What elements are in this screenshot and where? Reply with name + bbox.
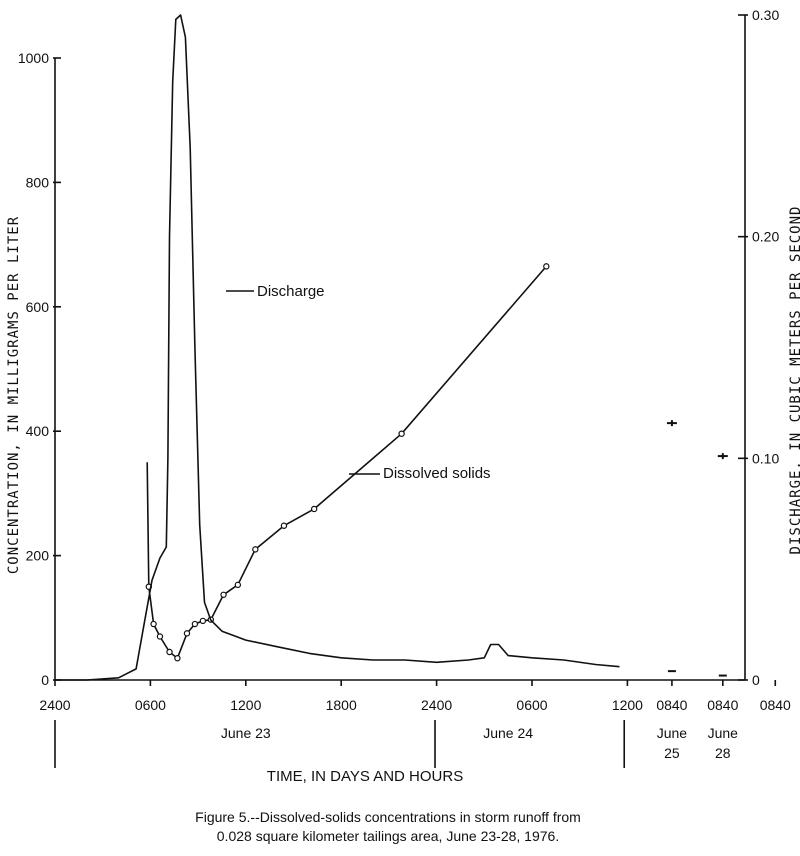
x-tick-label: 1200 bbox=[612, 697, 643, 713]
day-label: June 23 bbox=[221, 725, 271, 741]
y-tick-label-right: 0.30 bbox=[752, 7, 779, 23]
annotation-dissolved-solids: Dissolved solids bbox=[383, 465, 491, 482]
axes bbox=[53, 14, 777, 768]
y-tick-label-left: 1000 bbox=[18, 50, 49, 66]
dissolved-solids-point bbox=[199, 617, 207, 625]
day-label: June bbox=[708, 725, 739, 741]
figure-caption-line2: 0.028 square kilometer tailings area, Ju… bbox=[217, 828, 559, 844]
x-tick-label: 1200 bbox=[230, 697, 261, 713]
dissolved-solids-point bbox=[543, 263, 550, 270]
x-tick-label: 0840 bbox=[656, 697, 687, 713]
y-tick-label-right: 0.20 bbox=[752, 229, 779, 245]
x-tick-label: 0840 bbox=[760, 697, 791, 713]
day-label: June 24 bbox=[483, 725, 533, 741]
y-tick-label-left: 400 bbox=[26, 423, 50, 439]
y-tick-label-left: 800 bbox=[26, 174, 50, 190]
figure-caption-line1: Figure 5.--Dissolved-solids concentratio… bbox=[195, 809, 581, 825]
dissolved-solids-point bbox=[174, 655, 181, 662]
day-label: June bbox=[657, 725, 688, 741]
dissolved-solids-line bbox=[146, 265, 547, 660]
y-tick-label-left: 0 bbox=[41, 672, 49, 688]
dissolved-solids-point bbox=[220, 591, 227, 598]
y-axis-label-right: DISCHARGE, IN CUBIC METERS PER SECOND bbox=[788, 206, 800, 555]
x-tick-label: 2400 bbox=[39, 697, 70, 713]
dissolved-solids-point bbox=[310, 505, 318, 513]
y-tick-label-left: 600 bbox=[26, 299, 50, 315]
annotation-discharge: Discharge bbox=[257, 283, 325, 300]
y-tick-label-right: 0 bbox=[752, 672, 760, 688]
chart-marks bbox=[55, 14, 728, 681]
dissolved-solids-point bbox=[166, 648, 173, 656]
x-tick-label: 0600 bbox=[516, 697, 547, 713]
dissolved-solids-point bbox=[150, 620, 157, 628]
dissolved-solids-point bbox=[156, 633, 164, 640]
y-tick-label-left: 200 bbox=[26, 548, 50, 564]
dissolved-solids-point bbox=[183, 630, 191, 637]
dissolved-solids-point bbox=[252, 546, 259, 553]
dissolved-solids-point bbox=[280, 522, 288, 529]
y-tick-label-right: 0.10 bbox=[752, 450, 779, 466]
discharge-line bbox=[55, 14, 620, 681]
chart-texts: 0 200 400 600 800 1000 0 0.10 0.20 0.30 2400 0600 12… bbox=[18, 7, 791, 761]
x-tick-label: 0840 bbox=[707, 697, 738, 713]
dissolved-solids-point bbox=[234, 581, 242, 589]
x-tick-label: 0600 bbox=[135, 697, 166, 713]
x-axis-label: TIME, IN DAYS AND HOURS bbox=[267, 768, 463, 785]
day-label-sub: 28 bbox=[715, 745, 731, 761]
dissolved-solids-point bbox=[191, 620, 199, 628]
day-label-sub: 25 bbox=[664, 745, 680, 761]
dissolved-solids-point bbox=[398, 430, 405, 437]
y-axis-label-left: CONCENTRATION, IN MILLIGRAMS PER LITER bbox=[6, 216, 22, 574]
x-tick-label: 2400 bbox=[421, 697, 452, 713]
x-tick-label: 1800 bbox=[326, 697, 357, 713]
